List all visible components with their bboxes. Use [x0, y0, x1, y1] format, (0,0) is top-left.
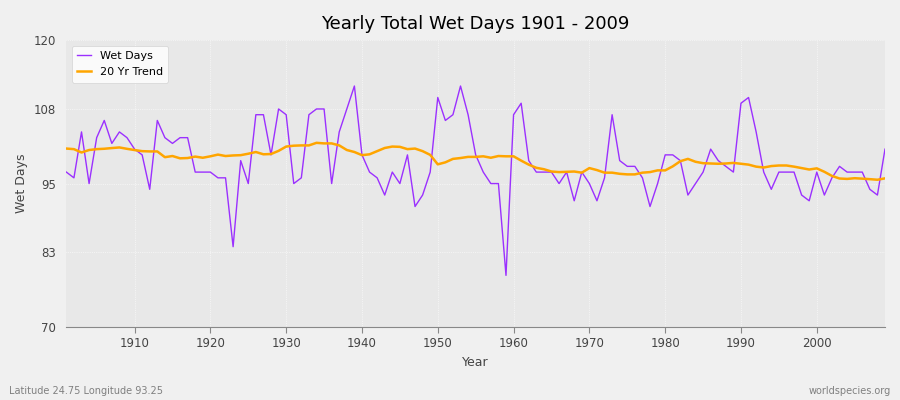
Text: worldspecies.org: worldspecies.org	[809, 386, 891, 396]
Line: Wet Days: Wet Days	[67, 86, 885, 275]
Wet Days	[61, 170, 72, 174]
Wet Days	[288, 181, 299, 186]
20 Yr Trend	[122, 146, 132, 151]
20 Yr Trend	[288, 143, 299, 148]
Wet Days	[516, 101, 526, 106]
20 Yr Trend	[516, 158, 526, 163]
Wet Days	[523, 158, 534, 163]
20 Yr Trend	[872, 177, 883, 182]
X-axis label: Year: Year	[463, 356, 489, 369]
20 Yr Trend	[879, 176, 890, 181]
20 Yr Trend	[61, 146, 72, 151]
Text: Latitude 24.75 Longitude 93.25: Latitude 24.75 Longitude 93.25	[9, 386, 163, 396]
Legend: Wet Days, 20 Yr Trend: Wet Days, 20 Yr Trend	[72, 46, 168, 82]
Wet Days	[122, 135, 132, 140]
20 Yr Trend	[607, 170, 617, 175]
Line: 20 Yr Trend: 20 Yr Trend	[67, 143, 885, 180]
Wet Days	[334, 130, 345, 134]
Wet Days	[615, 158, 626, 163]
20 Yr Trend	[341, 148, 352, 152]
Title: Yearly Total Wet Days 1901 - 2009: Yearly Total Wet Days 1901 - 2009	[321, 15, 630, 33]
Wet Days	[349, 84, 360, 88]
20 Yr Trend	[311, 140, 322, 145]
Wet Days	[879, 147, 890, 152]
Y-axis label: Wet Days: Wet Days	[15, 154, 28, 213]
Wet Days	[500, 273, 511, 278]
20 Yr Trend	[508, 154, 519, 159]
